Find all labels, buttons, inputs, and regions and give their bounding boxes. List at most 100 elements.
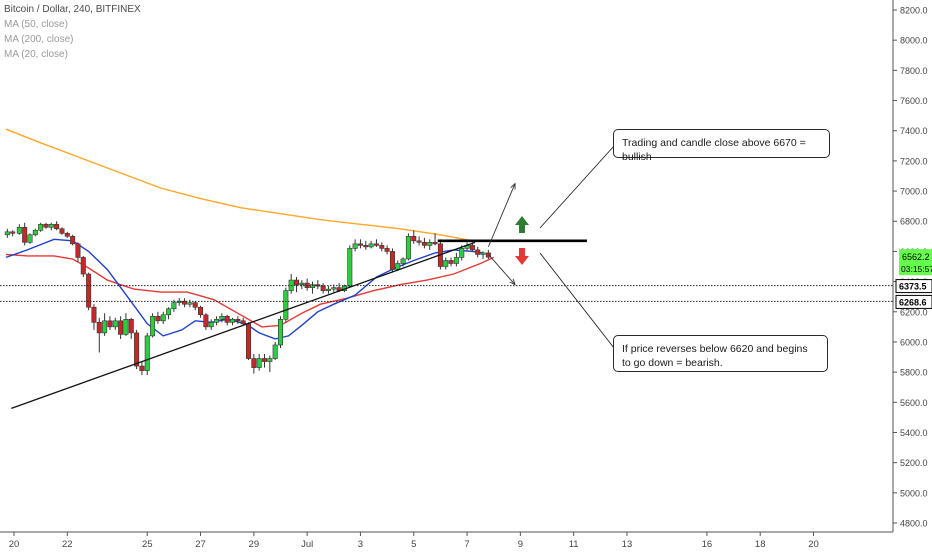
- candle: [208, 319, 214, 330]
- candle-body: [4, 231, 10, 236]
- candle: [150, 313, 156, 338]
- y-tick-label: 5600.0: [900, 398, 928, 408]
- candle-body: [182, 300, 188, 305]
- candle-body: [70, 236, 76, 245]
- candle: [192, 301, 198, 311]
- candle: [421, 237, 427, 249]
- symbol-label: Bitcoin / Dollar, 240, BITFINEX: [4, 4, 141, 15]
- projection-down-arrow-head: [509, 278, 516, 286]
- candle: [214, 316, 220, 326]
- candle-body: [107, 320, 113, 328]
- candle: [443, 257, 449, 270]
- candle-body: [331, 287, 337, 290]
- candle-body: [443, 260, 449, 267]
- candle-body: [230, 319, 236, 323]
- candle-body: [102, 320, 108, 334]
- candle-body: [75, 243, 81, 258]
- candle: [59, 227, 65, 235]
- candle: [262, 354, 268, 368]
- candle-body: [128, 319, 134, 334]
- y-tick-label: 7200.0: [900, 156, 928, 166]
- y-tick-label: 4800.0: [900, 519, 928, 529]
- level-2-badge: 6268.6: [895, 294, 932, 309]
- y-tick-label: 6200.0: [900, 307, 928, 317]
- ma-20-line: [5, 238, 484, 340]
- candle: [64, 231, 70, 238]
- y-tick-label: 6000.0: [900, 337, 928, 347]
- candle: [107, 316, 113, 330]
- candle: [400, 257, 406, 267]
- candle: [171, 299, 177, 312]
- candle: [235, 316, 241, 324]
- ma-200-label: MA (200, close): [4, 34, 74, 45]
- candle-body: [240, 320, 246, 325]
- candle-body: [54, 223, 60, 230]
- candle: [379, 242, 385, 252]
- candle: [203, 313, 209, 330]
- candle-body: [96, 322, 102, 334]
- candle: [176, 298, 182, 306]
- candle: [102, 313, 108, 336]
- candle-body: [64, 233, 70, 237]
- candle: [139, 361, 145, 376]
- candle: [128, 317, 134, 339]
- candle: [27, 233, 33, 244]
- candle-body: [166, 308, 172, 316]
- bearish-callout[interactable]: If price reverses below 6620 and begins …: [613, 335, 828, 372]
- candle-body: [150, 315, 156, 337]
- candle: [267, 355, 273, 373]
- candle: [16, 224, 22, 235]
- candle: [309, 281, 315, 294]
- candle-body: [256, 358, 262, 368]
- candle-body: [187, 302, 193, 305]
- candle-body: [38, 223, 44, 231]
- candle-body: [80, 257, 86, 275]
- candle: [198, 305, 204, 318]
- y-tick-label: 5000.0: [900, 488, 928, 498]
- candle-body: [118, 320, 124, 335]
- x-tick-label: 9: [518, 539, 523, 550]
- y-tick-label: 7800.0: [900, 66, 928, 76]
- candle-body: [293, 279, 299, 285]
- x-tick-label: 16: [702, 539, 713, 550]
- y-tick-label: 7600.0: [900, 96, 928, 106]
- candle-body: [432, 242, 438, 245]
- candle-body: [475, 249, 481, 255]
- projection-down-arrow: [488, 254, 516, 285]
- candle: [373, 239, 379, 247]
- candle: [405, 233, 411, 261]
- candle-body: [272, 344, 278, 359]
- candle: [75, 242, 81, 262]
- candle-body: [469, 245, 475, 251]
- ma-50-label: MA (50, close): [4, 19, 68, 30]
- candle: [315, 280, 321, 290]
- candle-body: [246, 323, 252, 359]
- candle: [448, 257, 454, 267]
- candle: [54, 221, 60, 231]
- candle-body: [160, 314, 166, 322]
- candle: [112, 317, 118, 330]
- bullish-pointer-line: [539, 145, 615, 229]
- candle-body: [448, 260, 454, 264]
- bullish-callout[interactable]: Trading and candle close above 6670 = bu…: [613, 129, 830, 163]
- ma-50-line: [5, 253, 494, 328]
- candle: [416, 236, 422, 246]
- candle: [166, 307, 172, 320]
- candle: [38, 222, 44, 232]
- candle-body: [379, 245, 385, 249]
- candle: [320, 283, 326, 294]
- candle-body: [352, 243, 358, 249]
- candle-body: [480, 252, 486, 255]
- candle-body: [208, 322, 214, 328]
- level-2-label: 6268.6: [899, 297, 927, 307]
- candle: [293, 277, 299, 293]
- y-tick-label: 5400.0: [900, 428, 928, 438]
- candle: [22, 222, 28, 246]
- candle: [134, 329, 140, 370]
- y-tick-label: 8200.0: [900, 6, 928, 16]
- x-tick-label: 7: [464, 539, 469, 550]
- candle-body: [411, 236, 417, 242]
- last-price-bg: [899, 249, 932, 276]
